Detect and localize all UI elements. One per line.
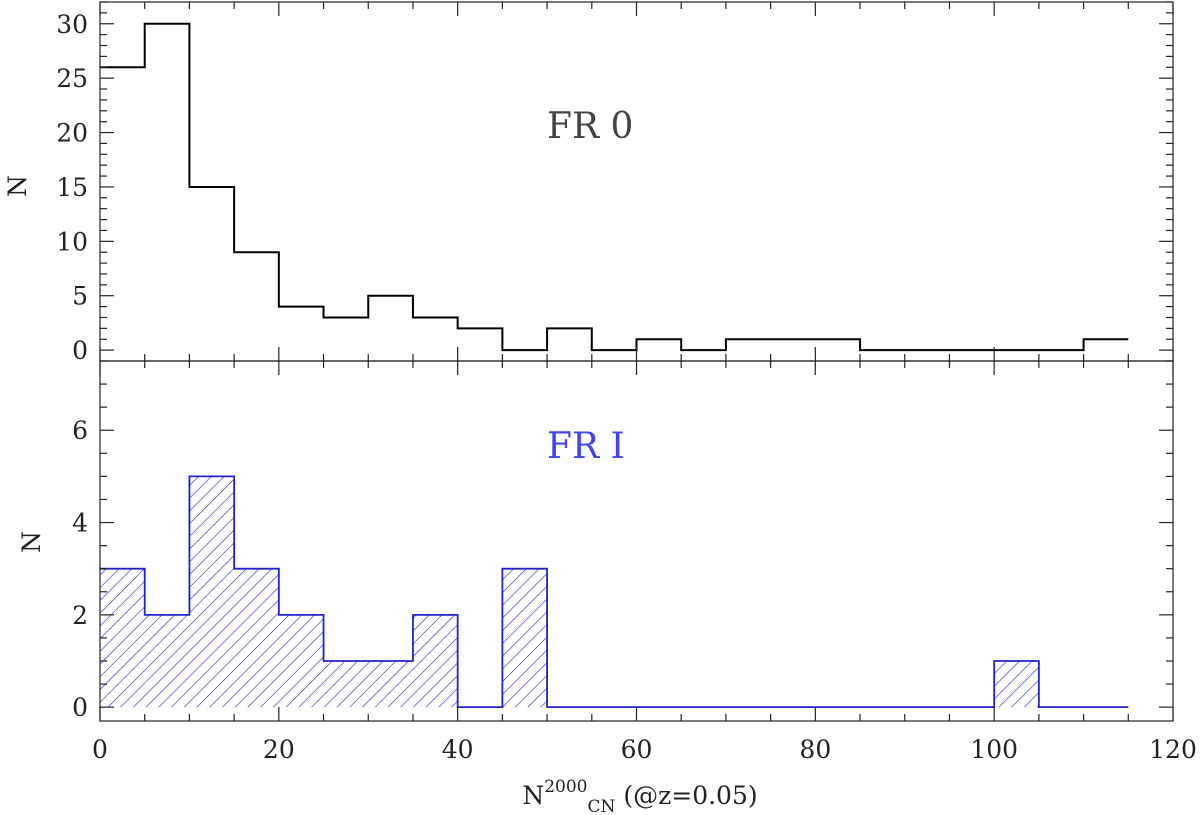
fr0-plot-frame: [99, 1, 1174, 362]
histogram-bar: [502, 568, 548, 708]
histogram-bar: [145, 24, 190, 350]
histogram-bar: [458, 328, 503, 350]
x-tick-label: 80: [799, 735, 831, 764]
fri-panel-label: FR I: [547, 426, 625, 467]
histogram-bar: [1084, 339, 1129, 350]
fr0-histogram-outline: [100, 22, 1129, 352]
histogram-bar: [413, 317, 458, 350]
histogram-bar: [189, 187, 234, 350]
histogram-bar: [324, 317, 369, 350]
x-axis-label-main: N: [522, 781, 544, 810]
histogram-bar: [412, 614, 458, 708]
histogram-bar: [323, 661, 369, 708]
fri-y-tick-labels: 0 2 4 6: [72, 416, 88, 722]
x-axis-label-superscript: 2000: [544, 777, 587, 797]
y-tick-label: 5: [72, 282, 88, 311]
histogram-bar: [547, 328, 592, 350]
fri-axis-ticks: [99, 360, 1174, 721]
y-tick-label: 6: [72, 416, 88, 445]
x-tick-label: 0: [92, 735, 108, 764]
fri-histogram-outline: [100, 475, 1129, 709]
histogram-bar: [234, 568, 279, 708]
histogram-bar: [100, 568, 145, 708]
fri-y-axis-label: N: [17, 531, 46, 553]
histogram-bar: [994, 661, 1039, 708]
histogram-bar: [278, 614, 324, 708]
x-tick-label: 40: [442, 735, 474, 764]
y-tick-label: 0: [72, 693, 88, 722]
fr0-y-axis-label: N: [3, 175, 32, 197]
fr0-panel-label: FR 0: [547, 106, 633, 147]
histogram-bar: [368, 296, 413, 350]
y-tick-label: 25: [56, 64, 88, 93]
fri-histogram-panel: 0 2 4 6 N FR I: [17, 360, 1174, 722]
histogram-bar: [726, 339, 771, 350]
histogram-bar: [815, 339, 860, 350]
y-tick-label: 2: [72, 601, 88, 630]
histogram-bar: [189, 476, 235, 708]
y-tick-label: 20: [56, 119, 88, 148]
y-tick-label: 10: [56, 227, 88, 256]
fr0-bars: [100, 24, 1128, 350]
histogram-bar: [144, 614, 190, 708]
fri-bars: [100, 476, 1039, 708]
x-tick-labels: 0 20 40 60 80 100 120: [92, 735, 1197, 764]
fr0-y-tick-labels: 0 5 10 15 20 25 30: [56, 10, 88, 365]
x-axis-label: N2000CN (@z=0.05): [522, 777, 757, 815]
histogram-bar: [637, 339, 682, 350]
x-tick-label: 20: [263, 735, 295, 764]
fr0-axis-ticks: [99, 1, 1174, 361]
histogram-bar: [771, 339, 816, 350]
fr0-histogram-panel: 0 5 10 15 20 25 30 N FR 0: [3, 1, 1174, 365]
histogram-bar: [368, 661, 413, 708]
x-axis-label-suffix: (@z=0.05): [615, 781, 757, 810]
histogram-bar: [279, 307, 324, 351]
x-tick-label: 120: [1149, 735, 1197, 764]
y-tick-label: 4: [72, 509, 88, 538]
y-tick-label: 0: [72, 336, 88, 365]
x-axis-label-subscript: CN: [588, 797, 616, 815]
x-tick-label: 60: [621, 735, 653, 764]
histogram-bar: [234, 252, 279, 350]
x-tick-label: 100: [970, 735, 1018, 764]
y-tick-label: 15: [56, 173, 88, 202]
y-tick-label: 30: [56, 10, 88, 39]
